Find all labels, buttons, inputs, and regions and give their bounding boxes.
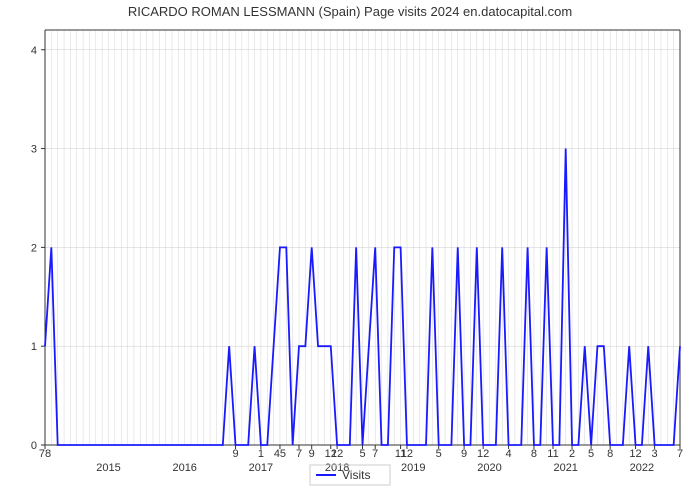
x-year-label: 2016 — [172, 462, 196, 474]
x-month-label: 7 — [296, 448, 302, 460]
x-month-label: 9 — [461, 448, 467, 460]
x-month-label: 11 — [547, 448, 558, 460]
x-year-label: 2020 — [477, 462, 501, 474]
x-month-label: 12 — [629, 448, 641, 460]
x-month-label: 12 — [477, 448, 489, 460]
x-month-label: 4 — [505, 448, 511, 460]
chart-container: RICARDO ROMAN LESSMANN (Spain) Page visi… — [0, 0, 700, 500]
x-month-label: 8 — [607, 448, 613, 460]
chart-title: RICARDO ROMAN LESSMANN (Spain) Page visi… — [128, 4, 572, 19]
x-year-label: 2015 — [96, 462, 120, 474]
x-month-label: 45 — [274, 448, 286, 460]
x-month-label: 8 — [531, 448, 537, 460]
x-month-label: 12 — [401, 448, 413, 460]
x-month-label: 7 — [677, 448, 683, 460]
x-year-label: 2022 — [630, 462, 654, 474]
legend-label: Visits — [342, 468, 370, 482]
x-month-label: 5 — [359, 448, 365, 460]
y-tick-label: 4 — [31, 45, 37, 57]
x-year-label: 2019 — [401, 462, 425, 474]
x-month-label: 7 — [372, 448, 378, 460]
x-month-label: 1 — [258, 448, 264, 460]
x-month-label: 3 — [652, 448, 658, 460]
x-month-label: 12 — [331, 448, 343, 460]
line-chart: RICARDO ROMAN LESSMANN (Spain) Page visi… — [0, 0, 700, 500]
y-tick-label: 1 — [31, 341, 37, 353]
x-month-label: 9 — [309, 448, 315, 460]
y-tick-label: 2 — [31, 242, 37, 254]
y-tick-label: 3 — [31, 144, 37, 156]
x-month-label: 9 — [232, 448, 238, 460]
x-month-label: 5 — [588, 448, 594, 460]
y-tick-label: 0 — [31, 440, 37, 452]
x-month-label: 5 — [436, 448, 442, 460]
x-year-label: 2021 — [553, 462, 577, 474]
x-year-label: 2017 — [249, 462, 273, 474]
x-month-label: 78 — [39, 448, 51, 460]
x-month-label: 2 — [569, 448, 575, 460]
